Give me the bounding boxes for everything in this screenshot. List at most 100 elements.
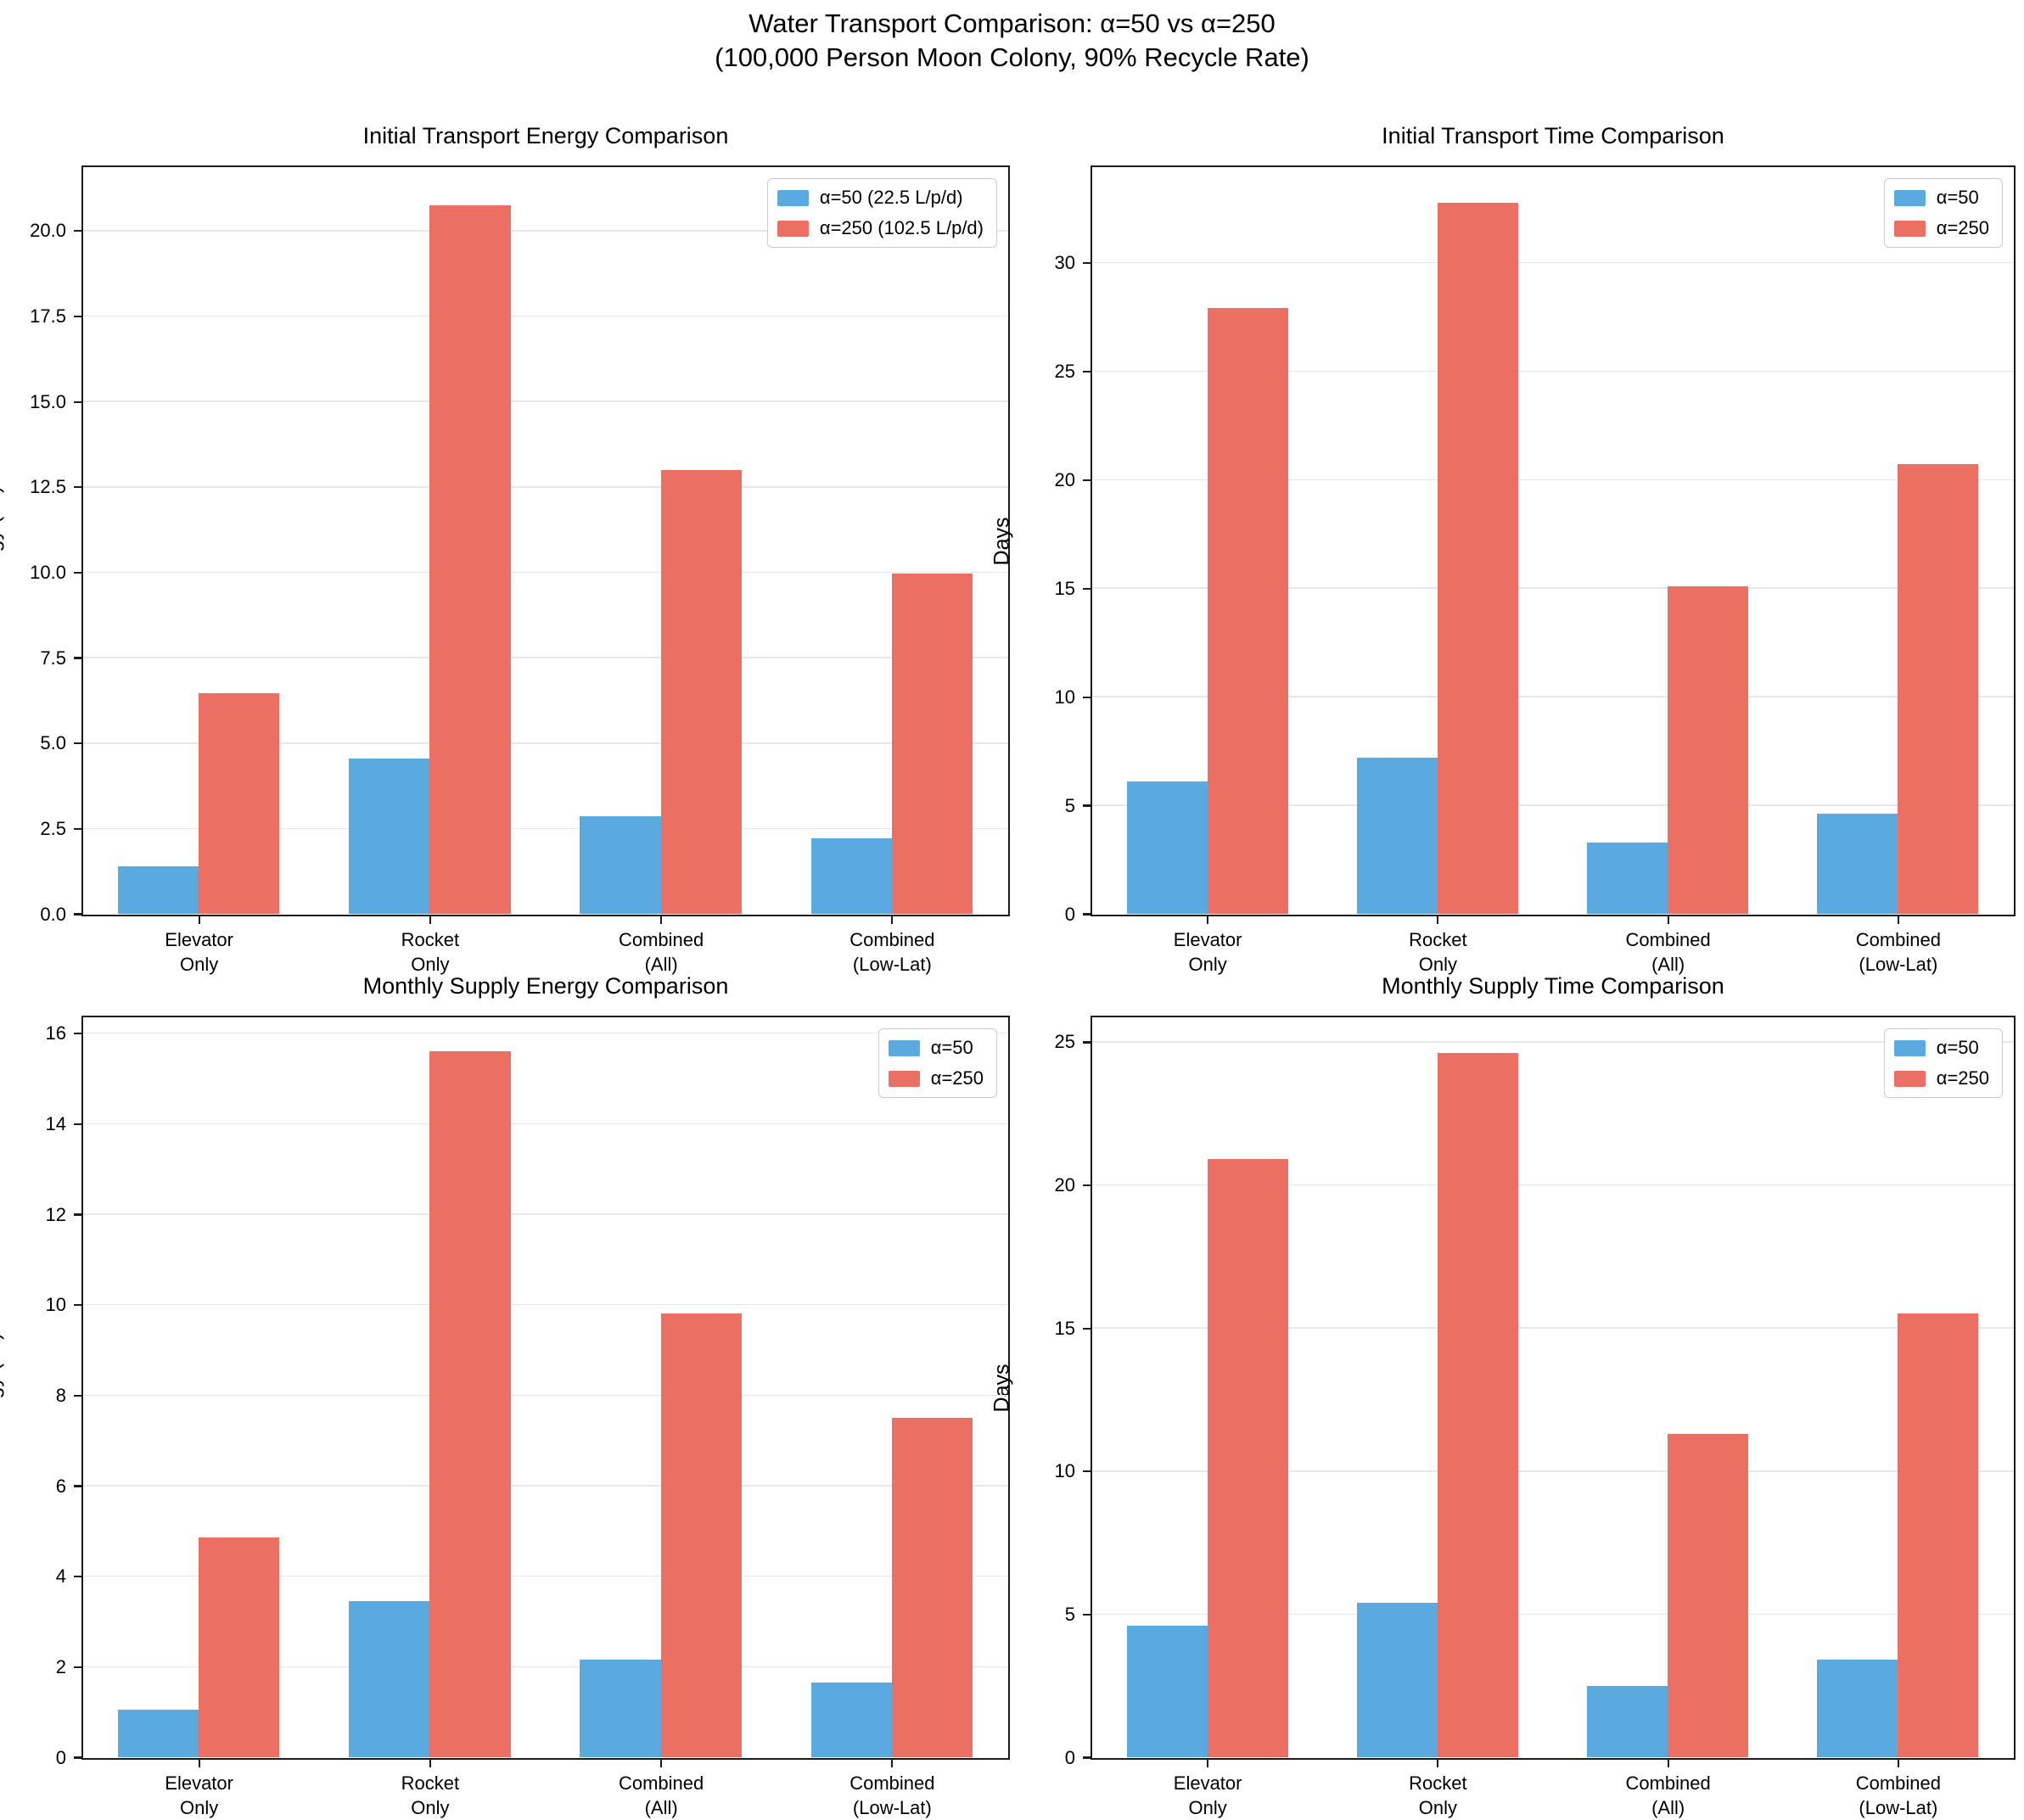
y-tick-label: 5 [1064,794,1075,816]
y-tick-mark [1083,370,1090,373]
legend-label: α=250 (102.5 L/p/d) [819,217,984,238]
plot-area: α=50 α=250 [1090,1016,2016,1760]
y-tick-mark [74,1485,81,1487]
y-tick-label: 0 [55,1746,66,1768]
y-tick-label: 25 [1054,1031,1075,1053]
y-tick-label: 7.5 [40,647,66,669]
y-tick-label: 5 [1064,1603,1075,1625]
legend-item-alpha50: α=50 (22.5 L/p/d) [777,187,984,209]
x-tick-mark [1207,1760,1209,1767]
x-tick-mark [1667,916,1669,924]
bar-alpha250-cat1 [429,204,511,914]
bar-alpha50-cat0 [1126,781,1208,914]
x-tick-mark [660,1760,663,1767]
legend: α=50 α=250 [877,1028,997,1098]
y-tick-mark [1083,1184,1090,1187]
x-category-label: Combined (Low-Lat) [1855,929,1942,976]
legend-swatch-alpha50 [1893,189,1926,206]
y-tick-mark [1083,696,1090,698]
gridline [1092,370,2014,372]
figure-suptitle: Water Transport Comparison: α=50 vs α=25… [0,7,2024,74]
legend-swatch-alpha50 [777,189,809,206]
y-tick-mark [74,571,81,574]
gridline [83,1485,1008,1487]
gridline [83,742,1008,744]
x-category-label: Combined (Low-Lat) [849,929,935,976]
gridline [1092,1327,2014,1329]
y-tick-mark [1083,1327,1090,1330]
plot-area: α=50 α=250 [81,1016,1010,1760]
plot-area: α=50 (22.5 L/p/d) α=250 (102.5 L/p/d) [81,165,1010,916]
gridline [83,1032,1008,1034]
gridline [83,1394,1008,1397]
gridline [83,571,1008,574]
legend: α=50 α=250 [1883,1028,2003,1098]
bar-alpha250-cat2 [1668,1433,1749,1757]
y-tick-mark [74,1394,81,1397]
y-tick-mark [1083,1470,1090,1473]
y-tick-label: 10 [45,1294,66,1316]
legend: α=50 α=250 [1883,178,2003,248]
legend-item-alpha250: α=250 [1893,217,1989,239]
y-tick-label: 0 [1064,1746,1075,1768]
x-category-label: Rocket Only [401,1772,460,1819]
bar-alpha250-cat1 [429,1051,511,1757]
gridline [1092,587,2014,590]
bar-alpha250-cat3 [891,574,973,914]
y-tick-label: 30 [1054,252,1075,274]
bar-alpha250-cat3 [1898,464,1979,914]
y-tick-mark [74,827,81,830]
gridline [1092,1613,2014,1616]
y-tick-mark [1083,1041,1090,1044]
x-category-label: Rocket Only [1409,929,1467,976]
bar-alpha250-cat2 [660,1313,742,1757]
bar-alpha50-cat3 [810,1683,892,1757]
bar-alpha50-cat0 [117,1710,199,1757]
y-tick-label: 2 [55,1655,66,1677]
bar-alpha250-cat3 [891,1418,973,1757]
bar-alpha50-cat1 [349,758,430,914]
x-category-label: Elevator Only [165,929,233,976]
gridline [83,1666,1008,1668]
y-tick-label: 14 [45,1112,66,1134]
y-tick-mark [1083,261,1090,265]
y-tick-mark [74,913,81,916]
y-tick-label: 12 [45,1203,66,1225]
legend-label: α=250 [1936,217,1989,238]
legend-label: α=50 (22.5 L/p/d) [819,187,963,208]
y-tick-label: 20 [1054,468,1075,490]
y-tick-label: 15 [1054,1317,1075,1339]
y-tick-mark [74,1576,81,1578]
x-tick-mark [1437,1760,1439,1767]
bar-alpha50-cat2 [1587,1685,1668,1757]
bar-alpha50-cat2 [1587,842,1668,914]
y-axis-label: Days [990,517,1014,565]
x-tick-mark [1667,1760,1669,1767]
y-tick-mark [1083,587,1090,590]
gridline [83,657,1008,658]
y-tick-label: 10 [1054,1460,1075,1482]
gridline [83,400,1008,402]
x-tick-mark [429,1760,431,1767]
x-tick-mark [660,916,663,924]
y-tick-mark [74,1033,81,1035]
y-tick-mark [74,1213,81,1216]
y-tick-label: 17.5 [30,305,66,328]
bar-alpha50-cat1 [1356,757,1438,914]
y-tick-label: 20.0 [30,220,66,242]
chart-title: Initial Transport Energy Comparison [362,123,729,148]
legend-swatch-alpha250 [1893,220,1926,237]
gridline [1092,1470,2014,1472]
legend-label: α=50 [930,1037,973,1058]
x-tick-mark [1897,916,1899,924]
y-tick-label: 20 [1054,1174,1075,1196]
y-tick-mark [74,486,81,489]
bar-alpha250-cat1 [1437,1053,1518,1757]
gridline [83,1575,1008,1577]
x-category-label: Combined (All) [1625,1772,1711,1819]
figure-suptitle-line2: (100,000 Person Moon Colony, 90% Recycle… [715,42,1309,72]
legend-item-alpha250: α=250 [1893,1067,1989,1089]
bar-alpha50-cat1 [349,1601,430,1757]
y-tick-mark [1083,804,1090,807]
